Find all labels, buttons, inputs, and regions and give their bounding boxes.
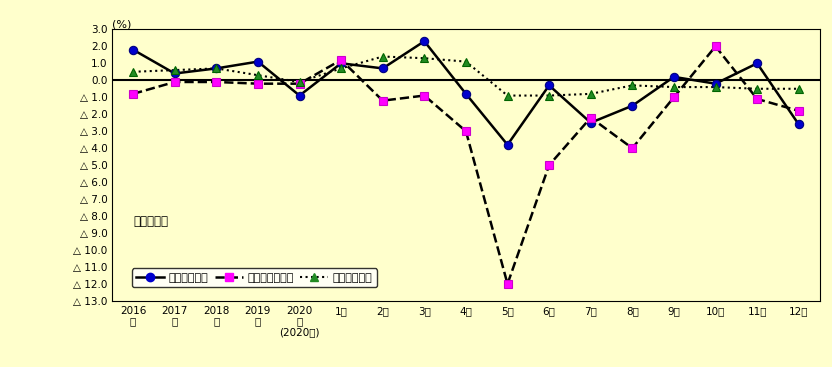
Text: 調査産業計: 調査産業計 [133,215,169,228]
Text: (%): (%) [112,19,131,29]
Legend: 現金給与総額, 総実労働時間数, 常用労働者数: 現金給与総額, 総実労働時間数, 常用労働者数 [132,268,377,287]
